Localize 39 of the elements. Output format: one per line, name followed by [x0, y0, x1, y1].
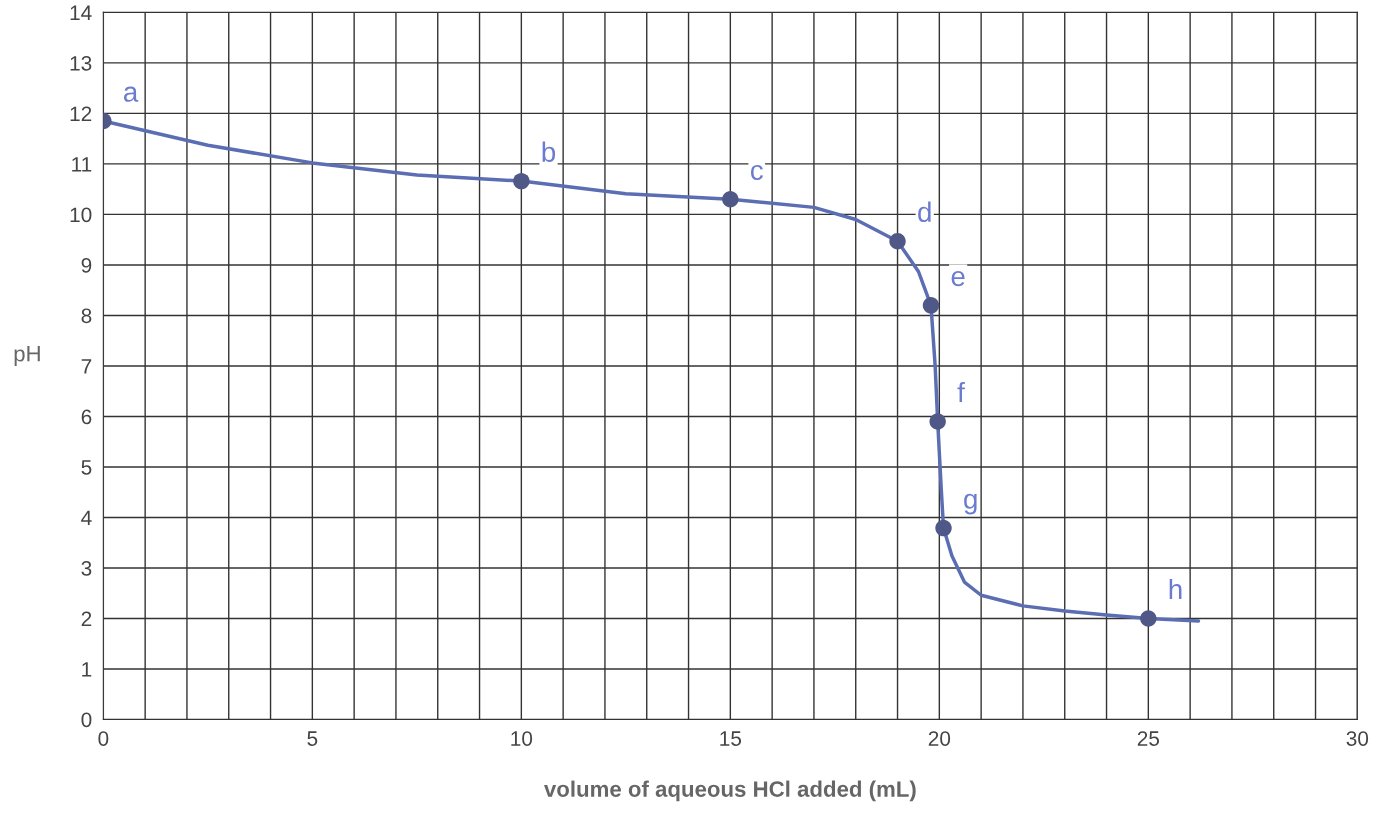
y-tick-label: 2: [81, 611, 92, 627]
point: [935, 519, 952, 537]
x-tick-label: 25: [1137, 731, 1160, 746]
y-tick-label: 8: [81, 308, 92, 324]
y-tick-label: 4: [81, 510, 92, 526]
point: [722, 191, 739, 208]
y-tick-label: 6: [81, 409, 92, 425]
x-tick-label: 20: [928, 731, 951, 746]
x-tick-label: 10: [511, 731, 533, 746]
annotation: c: [750, 164, 763, 181]
point: [513, 172, 530, 190]
annotation: b: [542, 141, 556, 162]
x-tick-label: 15: [720, 731, 742, 746]
y-tick-label: 3: [81, 560, 92, 576]
annotation: h: [1169, 578, 1182, 600]
annotation: e: [951, 270, 965, 287]
annotation: a: [123, 86, 139, 102]
x-tick-label: 0: [98, 731, 109, 746]
y-tick-label: 13: [70, 55, 92, 71]
y-tick-label: 0: [81, 712, 92, 728]
annotation: f: [957, 381, 965, 403]
y-tick-label: 5: [81, 460, 92, 475]
y-tick-label: 1: [82, 662, 92, 677]
point: [889, 232, 906, 250]
x-tick-label: 30: [1346, 731, 1369, 746]
y-tick-label: 10: [70, 207, 92, 223]
y-tick-label: 11: [72, 157, 92, 172]
y-tick-label: 12: [70, 106, 92, 121]
y-tick-label: 7: [81, 359, 92, 374]
point: [929, 413, 946, 430]
annotation: g: [964, 493, 977, 515]
annotation: d: [918, 201, 931, 223]
x-tick-label: 5: [307, 731, 318, 746]
y-tick-label: 14: [70, 5, 92, 20]
x-axis-title: volume of aqueous HCl added (mL): [544, 780, 916, 802]
point: [1140, 610, 1157, 627]
y-tick-label: 9: [81, 257, 92, 273]
point: [922, 297, 940, 314]
y-axis-title: pH: [14, 346, 40, 366]
